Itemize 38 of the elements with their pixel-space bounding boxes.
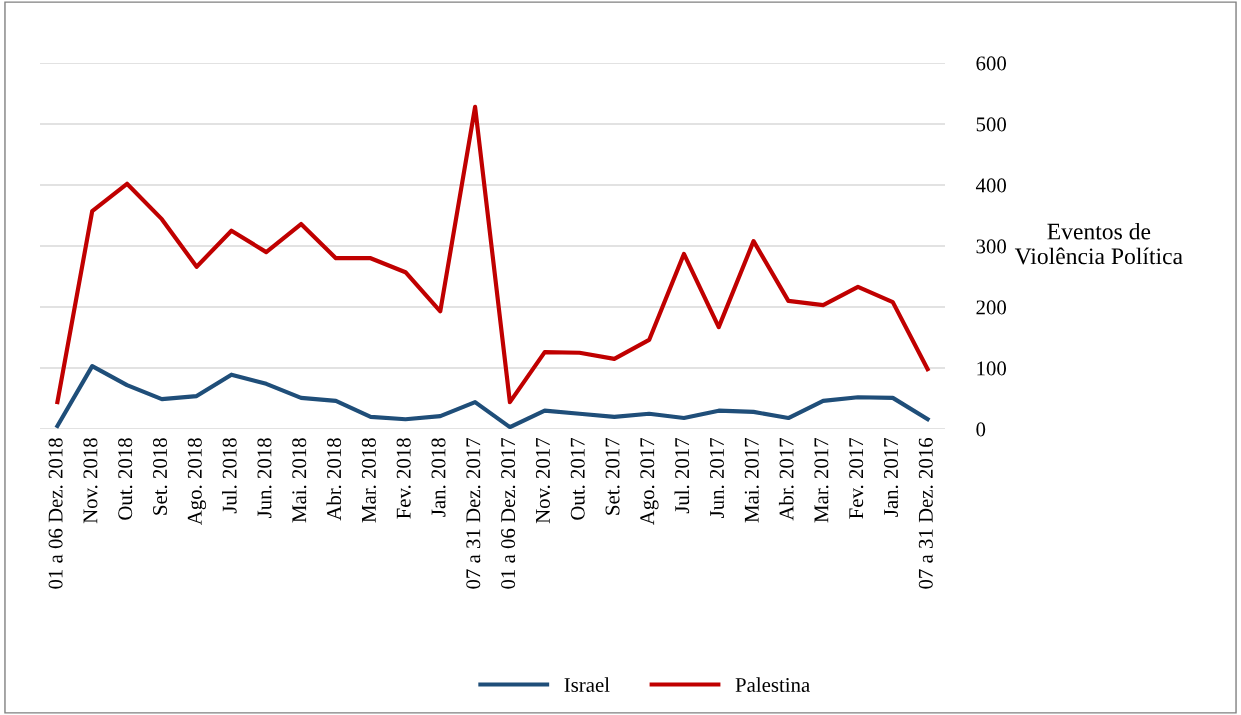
x-tick-label: Jul. 2017: [674, 437, 690, 514]
x-tick-label: Jun. 2018: [257, 438, 272, 518]
x-tick-label: Mar. 2017: [814, 437, 829, 523]
x-tick-label: Jul. 2018: [222, 438, 237, 514]
x-tick-label: Mar. 2018: [361, 438, 376, 523]
x-tick-label: Jun. 2017: [709, 437, 725, 518]
y-tick-label: 600: [976, 56, 1007, 71]
x-tick-label: Out. 2017: [570, 437, 585, 520]
y-tick-label: 400: [975, 178, 1007, 193]
x-tick-label: Ago. 2017: [640, 437, 659, 526]
x-tick-label: Nov. 2018: [83, 438, 98, 524]
x-tick-label: 07 a 31 Dez. 2017: [466, 437, 481, 589]
legend-label: Palestina: [735, 677, 810, 693]
line-series: [55, 364, 930, 429]
x-tick-label: Set. 2018: [152, 438, 168, 515]
y-tick-label: 200: [976, 300, 1007, 315]
x-tick-label: Abr. 2017: [778, 437, 794, 521]
x-tick-label: Jan. 2018: [431, 438, 446, 517]
x-tick-label: Mai. 2017: [744, 437, 759, 523]
y-tick-label: 300: [976, 239, 1007, 254]
x-tick-label: Abr. 2018: [326, 438, 342, 521]
y-tick-label: 500: [976, 117, 1007, 132]
y-tick-label: 0: [976, 422, 986, 437]
line-series: [55, 104, 930, 405]
x-tick-label: Out. 2018: [118, 438, 133, 520]
legend-label: Israel: [564, 677, 610, 693]
x-tick-label: Jan. 2017: [883, 437, 899, 517]
x-tick-label: Fev. 2018: [396, 438, 411, 519]
y-axis-title: Eventos de Violência Política: [1014, 222, 1183, 265]
x-tick-label: Nov. 2017: [535, 437, 551, 524]
x-tick-label: Mai. 2018: [292, 438, 307, 523]
x-tick-label: 01 a 06 Dez. 2017: [501, 437, 516, 589]
x-tick-label: 07 a 31 Dez. 2016: [918, 437, 933, 589]
x-tick-label: Fev. 2017: [849, 437, 864, 519]
x-tick-label: Ago. 2018: [187, 438, 207, 526]
x-tick-label: 01 a 06 Dez. 2018: [48, 438, 63, 589]
y-tick-label: 100: [977, 361, 1007, 376]
x-tick-label: Set. 2017: [605, 437, 620, 515]
